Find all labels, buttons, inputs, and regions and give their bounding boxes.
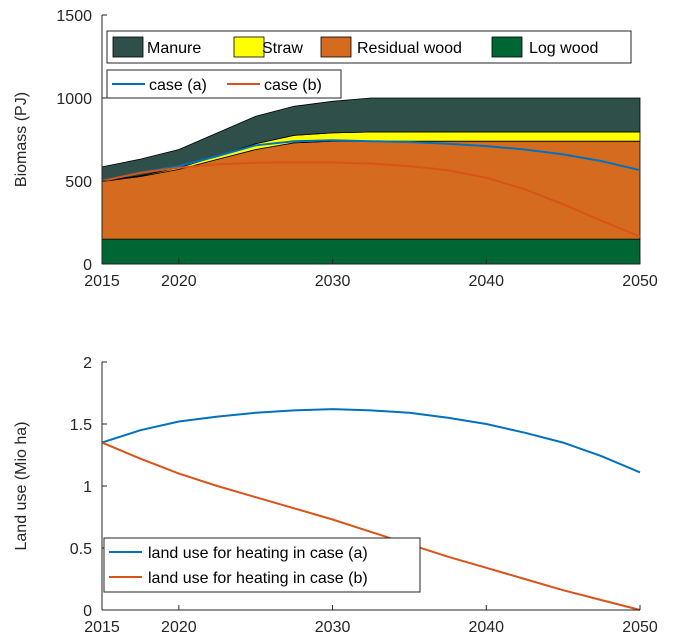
area-manure	[101, 97, 641, 182]
y-axis-label: Biomass (PJ)	[13, 92, 30, 187]
legend-box	[103, 537, 421, 593]
legend-label: Residual wood	[357, 40, 462, 57]
x-tick-label: 2015	[84, 273, 120, 290]
legend-label: Log wood	[529, 40, 598, 57]
y-tick-label: 0	[83, 603, 92, 620]
y-tick-label: 0	[83, 257, 92, 274]
y-tick-label: 1000	[56, 91, 92, 108]
x-tick-label: 2040	[468, 273, 504, 290]
legend-swatch-log-wood	[491, 36, 523, 58]
land-use-chart: 2015 2020 2030 2040 2050 0 0.5 1 1.5 2 Land use (M…	[13, 355, 658, 636]
y-tick-label: 500	[65, 174, 92, 191]
legend-land-use: land use for heating in case (a) land use…	[103, 537, 421, 593]
legend-swatch-residual-wood	[320, 36, 352, 58]
legend-label: case (a)	[149, 77, 207, 94]
line-series-a	[101, 139, 641, 182]
x-tick-label: 2040	[468, 619, 504, 636]
legend-box	[106, 30, 632, 64]
line-series-b	[101, 441, 641, 611]
legend-label: land use for heating in case (b)	[148, 570, 368, 587]
line-series-a	[101, 408, 641, 474]
y-tick-label: 1500	[56, 8, 92, 25]
legend-swatch-manure	[112, 36, 144, 58]
biomass-chart: 2015 2020 2030 2040 2050 0 500 1000 1500 Biomass …	[13, 8, 658, 290]
x-tick-label: 2030	[315, 619, 351, 636]
legend-lines: case (a) case (b)	[106, 69, 342, 99]
x-tick-label: 2020	[161, 273, 197, 290]
x-tick-label: 2030	[315, 273, 351, 290]
y-tick-label: 0.5	[70, 541, 92, 558]
y-axis-label: Land use (Mio ha)	[13, 422, 30, 551]
legend-label: Manure	[147, 40, 201, 57]
line-series-b	[101, 161, 641, 238]
y-tick-label: 1	[83, 479, 92, 496]
x-tick-label: 2020	[161, 619, 197, 636]
x-tick-label: 2050	[622, 619, 658, 636]
x-tick-label: 2050	[622, 273, 658, 290]
legend-label: case (b)	[264, 77, 322, 94]
legend-label: land use for heating in case (a)	[148, 545, 368, 562]
y-tick-label: 1.5	[70, 417, 92, 434]
x-tick-label: 2015	[84, 619, 120, 636]
legend-areas: Manure Straw Residual wood Log wood	[106, 30, 632, 64]
legend-label: Straw	[262, 40, 303, 57]
legend-swatch-straw	[233, 36, 265, 58]
area-log-wood	[101, 238, 641, 265]
y-tick-label: 2	[83, 355, 92, 372]
legend-box	[106, 69, 342, 99]
